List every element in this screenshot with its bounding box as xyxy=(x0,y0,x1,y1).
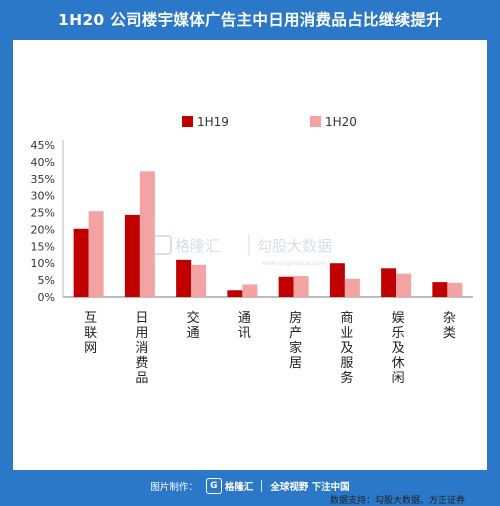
x-tick-label: 闲 xyxy=(392,371,405,386)
x-tick-label: 务 xyxy=(340,370,353,386)
bar-1H19 xyxy=(227,290,243,297)
x-tick-label: 及 xyxy=(340,341,353,356)
x-tick-label: 用 xyxy=(135,326,148,341)
x-tick-label: 居 xyxy=(289,356,302,371)
y-tick-label: 35% xyxy=(31,173,55,186)
y-tick-label: 15% xyxy=(31,240,55,253)
watermark-url: www.gogudata.com xyxy=(261,259,325,267)
bar-1H19 xyxy=(124,214,140,297)
x-tick-label: 服 xyxy=(340,356,353,371)
page-title: 1H20 公司楼宇媒体广告主中日用消费品占比继续提升 xyxy=(57,11,443,29)
x-tick-label: 业 xyxy=(340,326,353,341)
x-tick-label: 费 xyxy=(135,356,148,371)
footer-logo-text: 格隆汇 xyxy=(224,482,254,493)
y-tick-label: 20% xyxy=(31,223,55,236)
x-tick-label: 及 xyxy=(392,341,405,356)
y-tick-label: 40% xyxy=(31,156,55,169)
y-tick-label: 25% xyxy=(31,207,55,220)
x-tick-label: 娱 xyxy=(392,311,405,326)
watermark-brand2: 勾股大数据 xyxy=(257,237,332,255)
bar-1H19 xyxy=(73,228,89,297)
y-tick-label: 10% xyxy=(31,257,55,270)
x-tick-label: 日 xyxy=(135,311,148,326)
watermark-logo-icon xyxy=(152,235,172,255)
legend-swatch xyxy=(182,116,193,127)
watermark-brand1: 格隆汇 xyxy=(175,237,220,255)
x-tick-label: 产 xyxy=(289,326,302,341)
bar-1H20 xyxy=(242,284,258,297)
x-tick-label: 乐 xyxy=(392,326,405,341)
bar-chart: 格隆汇 勾股大数据 www.gogudata.com 0% 5% 10% 15% 20%… xyxy=(31,115,473,386)
bar-1H19 xyxy=(432,282,448,297)
x-tick-label: 杂 xyxy=(443,311,456,326)
x-tick-label: 家 xyxy=(289,340,302,356)
x-tick-label: 消 xyxy=(135,341,148,356)
x-tick-label: 商 xyxy=(340,311,353,326)
chart-card: 格隆汇 勾股大数据 www.gogudata.com 0% 5% 10% 15% 20%… xyxy=(13,40,487,506)
legend-swatch xyxy=(310,116,321,127)
y-tick-label: 45% xyxy=(31,139,55,152)
x-tick-label: 品 xyxy=(135,371,148,386)
bar-1H19 xyxy=(278,276,294,297)
legend-label: 1H19 xyxy=(197,115,229,129)
bar-1H20 xyxy=(293,276,309,297)
g-logo-icon: G xyxy=(205,478,222,494)
bar-1H20 xyxy=(139,171,155,297)
footer: 图片制作： G 格隆汇 全球视野 下注中国 xyxy=(0,472,500,500)
made-by-label: 图片制作： xyxy=(150,482,198,493)
bar-1H19 xyxy=(381,268,397,297)
x-tick-label: 房 xyxy=(289,310,302,326)
bar-1H20 xyxy=(88,211,104,297)
x-tick-label: 类 xyxy=(443,326,456,341)
bar-1H19 xyxy=(329,263,345,297)
bar-1H19 xyxy=(176,259,192,297)
y-tick-label: 0% xyxy=(38,291,55,304)
y-tick-label: 5% xyxy=(38,274,55,287)
x-tick-label: 互 xyxy=(84,311,97,326)
x-tick-label: 讯 xyxy=(238,326,251,341)
x-tick-label: 休 xyxy=(392,356,405,371)
bar-1H20 xyxy=(191,264,207,297)
y-tick-label: 30% xyxy=(31,190,55,203)
legend-label: 1H20 xyxy=(325,115,357,129)
x-tick-label: 交 xyxy=(187,310,200,326)
bar-1H20 xyxy=(344,278,360,297)
x-tick-label: 通 xyxy=(238,311,251,326)
footer-slogan: 全球视野 下注中国 xyxy=(270,482,350,493)
bar-1H20 xyxy=(447,282,463,297)
footer-divider xyxy=(261,480,263,492)
x-tick-label: 联 xyxy=(84,326,97,341)
x-tick-label: 通 xyxy=(187,326,200,341)
footer-logo: G 格隆汇 xyxy=(205,478,254,494)
bar-1H20 xyxy=(396,273,412,297)
watermark: 格隆汇 勾股大数据 www.gogudata.com xyxy=(152,234,332,267)
x-tick-label: 网 xyxy=(84,341,97,356)
